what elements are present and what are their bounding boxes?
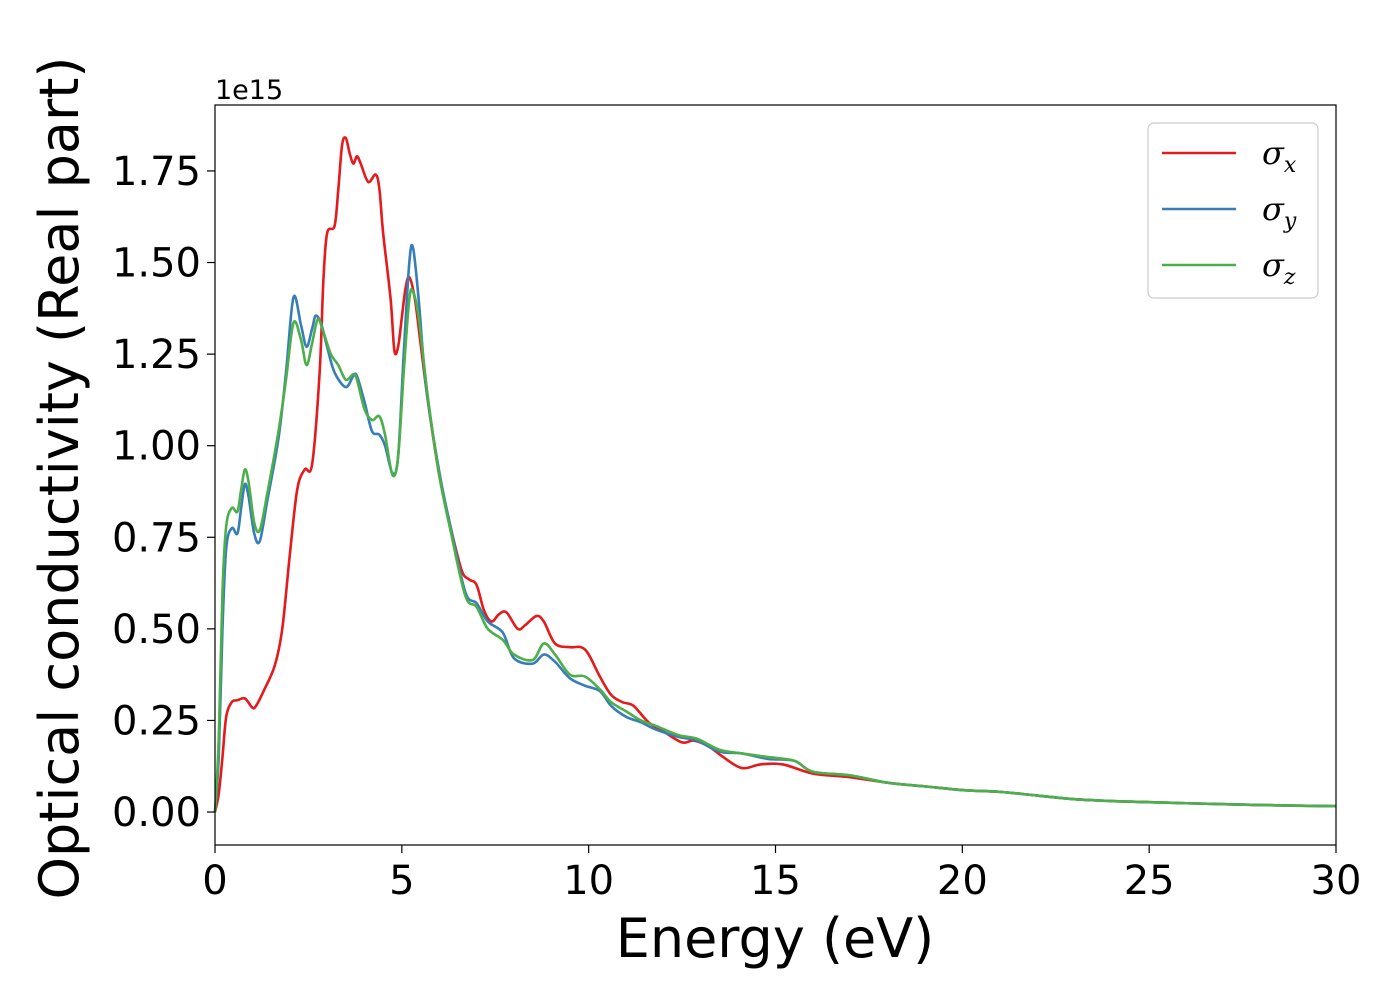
- y-tick-label: 1.75: [112, 149, 201, 195]
- y-tick-label: 0.25: [112, 698, 201, 744]
- y-tick-label: 0.00: [112, 790, 201, 836]
- legend-label-x: σx: [1262, 134, 1297, 178]
- x-tick-label: 5: [389, 858, 414, 904]
- x-tick-label: 30: [1311, 858, 1362, 904]
- y-tick-label: 1.50: [112, 241, 201, 287]
- series-line-z: [213, 287, 1337, 813]
- y-tick-label: 0.50: [112, 607, 201, 653]
- x-tick-label: 10: [563, 858, 614, 904]
- legend: σx σy σz: [1147, 122, 1319, 299]
- legend-label-z: σz: [1262, 246, 1296, 290]
- x-tick-label: 0: [202, 858, 227, 904]
- x-tick-label: 25: [1124, 858, 1175, 904]
- y-axis: 0.00 0.25 0.50 0.75 1.00 1.25 1.50 1.75: [112, 149, 215, 836]
- x-axis-label: Energy (eV): [616, 907, 935, 970]
- y-offset-label: 1e15: [215, 75, 283, 106]
- y-tick-label: 1.00: [112, 424, 201, 470]
- y-tick-label: 0.75: [112, 515, 201, 561]
- y-tick-label: 1.25: [112, 332, 201, 378]
- series-layer: [213, 136, 1337, 813]
- x-tick-label: 15: [750, 858, 801, 904]
- x-axis: 0 5 10 15 20 25 30: [202, 845, 1361, 904]
- legend-label-y: σy: [1262, 190, 1297, 234]
- y-axis-label: Optical conductivity (Real part): [28, 57, 91, 900]
- legend-box: [1147, 122, 1319, 299]
- x-tick-label: 20: [937, 858, 988, 904]
